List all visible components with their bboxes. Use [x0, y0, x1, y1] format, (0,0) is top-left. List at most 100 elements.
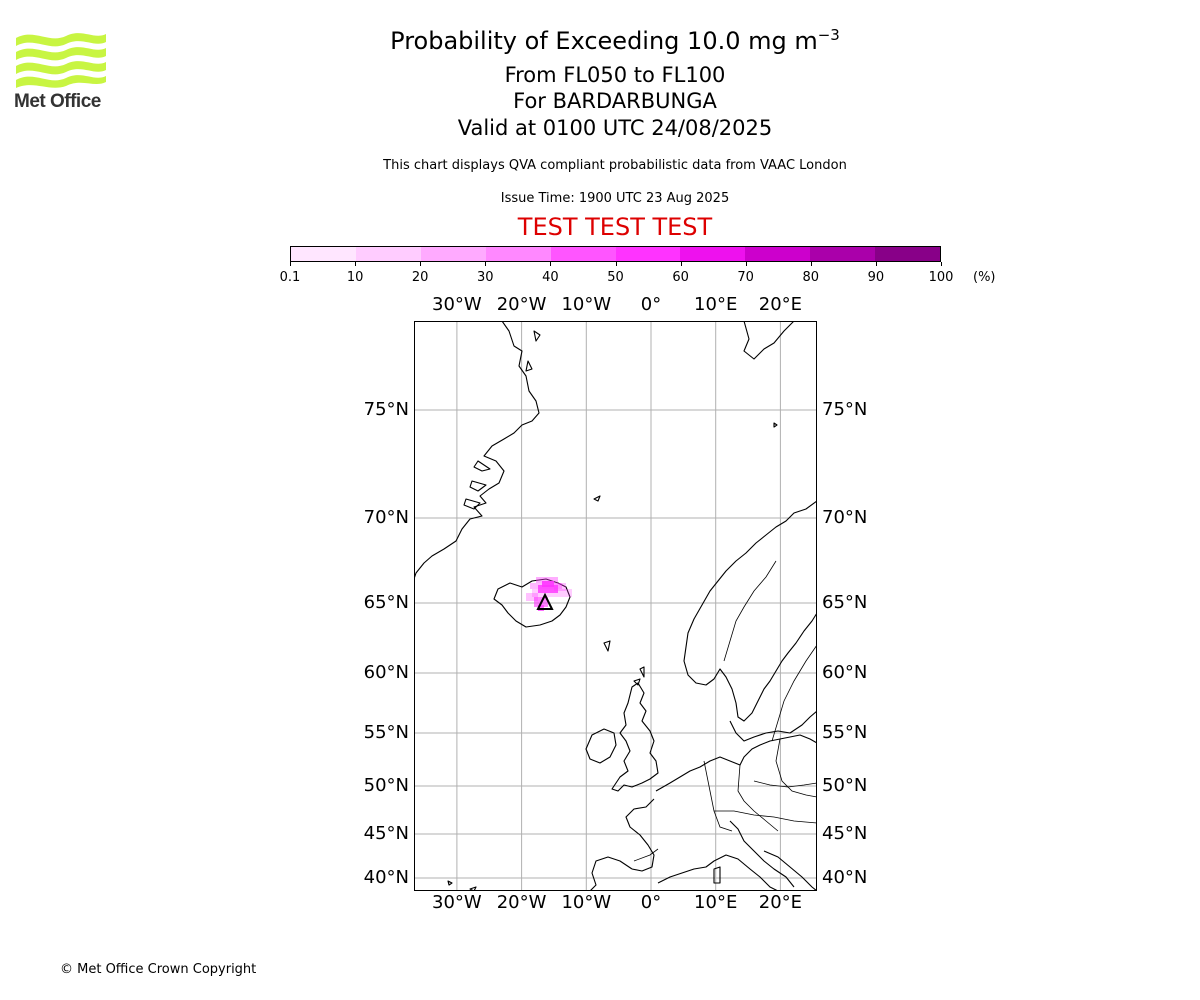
plume-cell — [542, 581, 554, 587]
plume-cell — [536, 577, 558, 583]
colorbar-bin — [680, 247, 746, 261]
map-panel — [414, 321, 817, 891]
issue-time: Issue Time: 1900 UTC 23 Aug 2025 — [500, 191, 730, 206]
latitude-label: 60°N — [822, 662, 868, 683]
plume-cell — [554, 583, 566, 591]
great-britain — [611, 682, 659, 792]
latitude-label: 70°N — [822, 507, 868, 528]
mediterranean-coast — [657, 854, 779, 891]
ireland — [585, 728, 617, 764]
longitude-label: 0° — [640, 294, 662, 315]
colorbar-tick — [290, 262, 291, 266]
volcano-name: For BARDARBUNGA — [513, 89, 717, 113]
latitude-label: 75°N — [363, 399, 409, 420]
svalbard-coast — [743, 321, 795, 360]
colorbar-bin — [291, 247, 356, 261]
latitude-label: 70°N — [363, 507, 409, 528]
colorbar-tick-label: 40 — [542, 270, 559, 285]
latitude-label: 55°N — [363, 722, 409, 743]
svalbard-bear-island — [773, 422, 778, 428]
coastlines — [414, 321, 817, 891]
colorbar-tick — [615, 262, 617, 266]
colorbar-tick — [875, 262, 877, 266]
greenland-islands — [525, 330, 541, 372]
colorbar-tick-label: 60 — [672, 270, 689, 285]
longitude-label: 20°E — [758, 892, 803, 913]
latitude-label: 65°N — [822, 592, 868, 613]
faroe-islands — [603, 640, 611, 652]
longitude-label: 10°E — [694, 892, 738, 913]
latitude-label: 65°N — [363, 592, 409, 613]
iberia-coast — [589, 856, 633, 891]
probability-colorbar — [290, 246, 941, 262]
colorbar-bin — [355, 247, 421, 261]
logo-text: Met Office — [14, 91, 101, 112]
latitude-label: 40°N — [363, 867, 409, 888]
plume-cell — [538, 585, 558, 593]
colorbar-bin — [615, 247, 681, 261]
met-office-logo — [16, 33, 106, 88]
colorbar-tick-label: 30 — [477, 270, 494, 285]
colorbar-bin — [810, 247, 876, 261]
longitude-label: 20°W — [496, 294, 547, 315]
colorbar-tick-label: 80 — [802, 270, 820, 285]
latitude-label: 55°N — [822, 722, 868, 743]
greenland-inlet-2 — [469, 480, 487, 492]
baltic-coast — [729, 710, 817, 742]
colorbar-tick-label: 90 — [867, 270, 885, 285]
longitude-label: 10°W — [561, 892, 612, 913]
colorbar-units: (%) — [973, 270, 996, 285]
azores — [447, 880, 453, 886]
iceland-coast — [493, 578, 571, 628]
longitude-label: 30°W — [432, 294, 482, 315]
colorbar-bin — [420, 247, 486, 261]
latitude-label: 40°N — [822, 867, 868, 888]
france-coast — [625, 798, 655, 872]
triangle-icon — [536, 592, 554, 610]
shetland-orkney — [633, 666, 645, 686]
graticule — [414, 321, 817, 891]
longitude-label: 0° — [640, 892, 662, 913]
colorbar-tick — [680, 262, 682, 266]
chart-title: Probability of Exceeding 10.0 mg m−3 — [390, 26, 840, 55]
colorbar-bin — [485, 247, 551, 261]
latitude-label: 45°N — [363, 823, 409, 844]
test-banner: TEST TEST TEST — [517, 213, 713, 241]
colorbar-tick-label: 100 — [928, 270, 954, 285]
greenland-inlet-3 — [463, 498, 481, 510]
colorbar-tick-label: 50 — [607, 270, 624, 285]
jan-mayen — [593, 495, 601, 502]
country-borders — [633, 560, 817, 862]
latitude-label: 75°N — [822, 399, 868, 420]
colorbar-tick-label: 0.1 — [279, 270, 301, 285]
colorbar-tick — [745, 262, 747, 266]
italy — [729, 820, 795, 888]
disclaimer-text: This chart displays QVA compliant probab… — [383, 158, 847, 173]
colorbar-tick — [941, 262, 942, 266]
colorbar-tick-label: 70 — [737, 270, 754, 285]
colorbar-bin — [550, 247, 616, 261]
colorbar-bin — [875, 247, 941, 261]
latitude-label: 50°N — [822, 775, 868, 796]
copyright-notice: © Met Office Crown Copyright — [60, 962, 257, 977]
colorbar-tick — [550, 262, 552, 266]
greenland-coast — [414, 321, 540, 580]
corsica-sardinia — [713, 866, 721, 884]
longitude-label: 20°E — [758, 294, 803, 315]
continental-coast — [655, 734, 817, 792]
colorbar-tick — [355, 262, 357, 266]
greenland-inlet — [473, 460, 491, 472]
balkans-coast — [763, 850, 817, 891]
valid-time: Valid at 0100 UTC 24/08/2025 — [457, 116, 773, 140]
colorbar-bin — [745, 247, 811, 261]
colorbar-tick — [485, 262, 487, 266]
colorbar-tick — [810, 262, 812, 266]
map-frame — [414, 321, 817, 891]
longitude-label: 30°W — [432, 892, 482, 913]
longitude-label: 10°E — [694, 294, 738, 315]
longitude-label: 10°W — [561, 294, 612, 315]
ash-plume — [526, 577, 572, 611]
latitude-label: 50°N — [363, 775, 409, 796]
latitude-label: 60°N — [363, 662, 409, 683]
scandinavia-coast — [683, 500, 817, 722]
